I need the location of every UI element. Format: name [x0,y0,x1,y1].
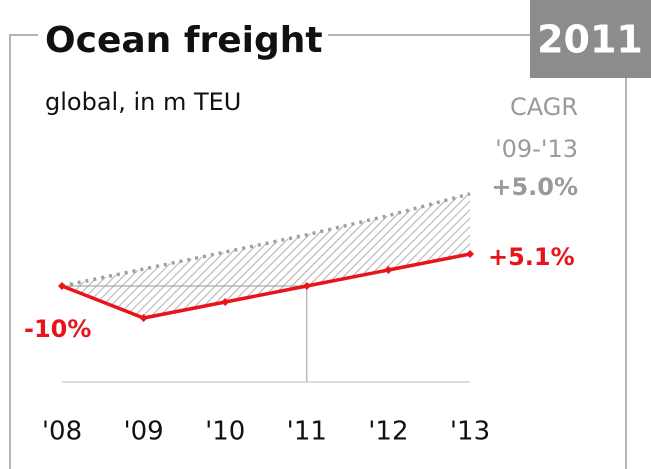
x-tick-label: '10 [205,417,245,447]
x-tick-label: '09 [123,417,163,447]
gap-area [62,193,470,318]
point [221,298,230,306]
cagr-label: CAGR [510,93,578,121]
upper-annotation: +5.0% [491,173,578,201]
badge-bg [530,0,651,78]
point [58,282,66,290]
point [302,282,311,290]
lower-annotation: +5.1% [488,243,575,271]
trend-line [61,192,471,288]
chart-title: Ocean freight [45,20,323,61]
subtitle: global, in m TEU [45,88,241,116]
x-tick-label: '11 [287,417,327,447]
cagr-period: '09-'13 [495,135,578,163]
actual-line [61,252,471,320]
point [139,314,148,322]
drop-annotation: -10% [24,315,91,343]
x-tick-label: '12 [368,417,408,447]
x-tick-label: '08 [42,417,82,447]
point [384,266,393,274]
badge: 2011 [537,18,643,62]
frame [9,34,627,469]
x-tick-label: '13 [450,417,490,447]
point [466,250,474,258]
